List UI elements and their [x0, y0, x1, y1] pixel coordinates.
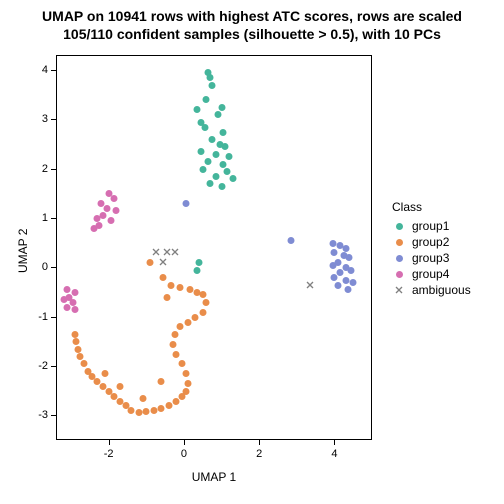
y-tick-mark [51, 366, 56, 367]
data-point-group4 [90, 219, 97, 237]
data-point-group2 [101, 364, 108, 382]
legend-item-group2: group2 [392, 234, 471, 250]
data-point-group1 [212, 145, 219, 163]
legend-label: group2 [412, 235, 449, 249]
legend-swatch-group4 [392, 267, 406, 281]
data-point-group1 [197, 142, 204, 160]
data-point-group3 [288, 231, 295, 249]
x-tick-label: 2 [256, 448, 262, 460]
legend: Class group1 group2 group3 group4 ambiguous [392, 200, 471, 298]
y-tick-label: 1 [28, 212, 48, 224]
data-point-group2 [71, 325, 78, 343]
chart-title-line1: UMAP on 10941 rows with highest ATC scor… [0, 8, 504, 25]
y-tick-mark [51, 415, 56, 416]
y-tick-label: -2 [28, 360, 48, 372]
data-point-ambiguous [306, 276, 314, 294]
data-point-group1 [214, 105, 221, 123]
y-tick-label: 0 [28, 261, 48, 273]
legend-label: group1 [412, 219, 449, 233]
data-point-ambiguous [171, 243, 179, 261]
data-point-group4 [71, 300, 78, 318]
legend-item-group3: group3 [392, 250, 471, 266]
chart-title-line2: 105/110 confident samples (silhouette > … [0, 26, 504, 43]
data-point-group2 [165, 396, 172, 414]
x-tick-mark [184, 440, 185, 445]
legend-swatch-group2 [392, 235, 406, 249]
y-tick-label: 4 [28, 64, 48, 76]
data-point-group2 [173, 392, 180, 410]
data-point-group1 [199, 160, 206, 178]
x-tick-mark [109, 440, 110, 445]
data-point-group1 [207, 174, 214, 192]
y-tick-mark [51, 169, 56, 170]
legend-swatch-group3 [392, 251, 406, 265]
legend-swatch-ambiguous [392, 283, 406, 297]
x-axis-label: UMAP 1 [56, 470, 372, 484]
y-tick-label: 3 [28, 113, 48, 125]
data-point-group2 [139, 389, 146, 407]
y-tick-label: 2 [28, 163, 48, 175]
data-point-group3 [182, 194, 189, 212]
y-tick-mark [51, 218, 56, 219]
legend-item-group1: group1 [392, 218, 471, 234]
y-tick-mark [51, 70, 56, 71]
x-tick-label: 4 [331, 448, 337, 460]
data-point-group3 [344, 280, 351, 298]
data-point-group4 [64, 298, 71, 316]
legend-swatch-group1 [392, 219, 406, 233]
legend-item-ambiguous: ambiguous [392, 282, 471, 298]
data-point-group1 [203, 90, 210, 108]
data-point-group1 [229, 169, 236, 187]
y-tick-mark [51, 119, 56, 120]
data-point-group2 [150, 401, 157, 419]
data-point-group2 [177, 278, 184, 296]
x-tick-label: 0 [181, 448, 187, 460]
x-tick-mark [259, 440, 260, 445]
data-point-group2 [163, 288, 170, 306]
data-point-group2 [192, 308, 199, 326]
data-point-group2 [199, 303, 206, 321]
data-point-group1 [194, 261, 201, 279]
y-tick-label: -3 [28, 409, 48, 421]
data-point-ambiguous [159, 253, 167, 271]
legend-label: group4 [412, 267, 449, 281]
legend-title: Class [392, 200, 471, 214]
x-tick-mark [334, 440, 335, 445]
data-point-group2 [158, 372, 165, 390]
data-point-group2 [116, 377, 123, 395]
legend-label: group3 [412, 251, 449, 265]
data-point-group4 [107, 211, 114, 229]
data-point-group2 [186, 280, 193, 298]
data-point-group3 [335, 276, 342, 294]
umap-figure: UMAP on 10941 rows with highest ATC scor… [0, 0, 504, 504]
legend-label: ambiguous [412, 283, 471, 297]
data-point-group2 [184, 313, 191, 331]
legend-item-group4: group4 [392, 266, 471, 282]
y-tick-mark [51, 317, 56, 318]
data-point-group2 [158, 399, 165, 417]
y-tick-mark [51, 267, 56, 268]
data-point-group1 [218, 177, 225, 195]
data-point-group1 [201, 118, 208, 136]
x-tick-label: -2 [104, 448, 114, 460]
y-tick-label: -1 [28, 311, 48, 323]
